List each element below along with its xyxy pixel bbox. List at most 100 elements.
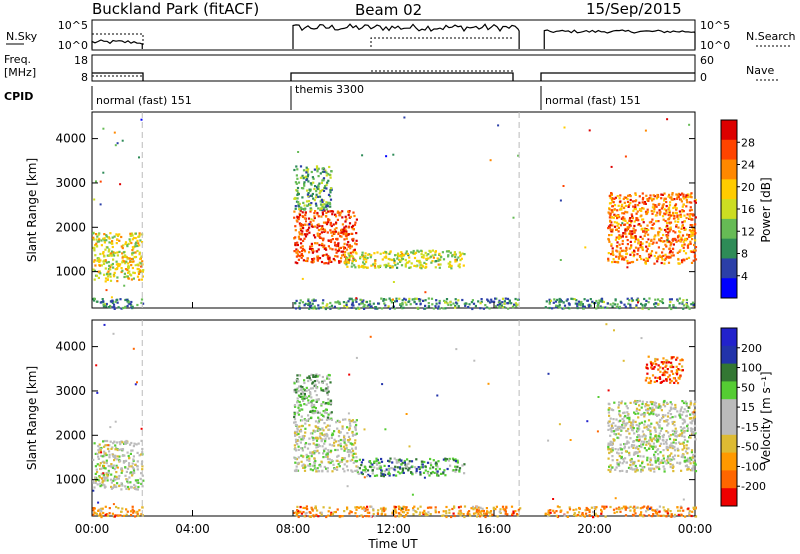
- scatter-pixel: [328, 195, 332, 198]
- scatter-pixel: [314, 385, 317, 388]
- noise-pixel: [134, 383, 137, 386]
- scatter-pixel: [620, 429, 623, 432]
- scatter-pixel: [349, 247, 352, 250]
- scatter-pixel: [647, 253, 651, 256]
- scatter-pixel: [309, 203, 312, 207]
- scatter-pixel: [405, 509, 408, 512]
- scatter-pixel: [339, 438, 342, 442]
- scatter-pixel: [640, 511, 643, 514]
- scatter-pixel: [295, 424, 298, 427]
- scatter-pixel: [366, 505, 369, 508]
- scatter-pixel: [321, 200, 324, 203]
- scatter-pixel: [295, 379, 298, 382]
- scatter-pixel: [626, 440, 629, 443]
- scatter-pixel: [619, 443, 622, 446]
- scatter-pixel: [313, 457, 316, 460]
- scatter-pixel: [612, 302, 615, 305]
- scatter-pixel: [468, 303, 471, 306]
- scatter-pixel: [323, 254, 326, 257]
- scatter-pixel: [668, 209, 671, 212]
- scatter-pixel: [109, 268, 112, 271]
- scatter-pixel: [657, 257, 660, 260]
- scatter-pixel: [685, 305, 688, 308]
- scatter-pixel: [129, 240, 132, 243]
- scatter-pixel: [409, 266, 412, 269]
- scatter-pixel: [476, 505, 479, 508]
- scatter-pixel: [312, 197, 315, 200]
- scatter-pixel: [645, 363, 649, 366]
- scatter-pixel: [616, 428, 620, 431]
- scatter-pixel: [336, 211, 339, 214]
- scatter-pixel: [93, 297, 96, 300]
- noise-pixel: [112, 503, 115, 506]
- scatter-pixel: [301, 395, 304, 398]
- scatter-pixel: [486, 510, 489, 513]
- scatter-pixel: [329, 191, 332, 194]
- scatter-pixel: [299, 209, 302, 212]
- scatter-pixel: [675, 430, 678, 433]
- scatter-pixel: [669, 250, 672, 253]
- scatter-pixel: [131, 449, 134, 452]
- scatter-pixel: [454, 255, 457, 258]
- scatter-pixel: [294, 457, 297, 460]
- scatter-pixel: [611, 209, 614, 212]
- scatter-pixel: [294, 225, 297, 228]
- scatter-pixel: [311, 258, 314, 261]
- noise-pixel: [310, 218, 313, 221]
- cpid-mode-label: normal (fast) 151: [545, 94, 641, 107]
- scatter-pixel: [404, 263, 407, 266]
- scatter-pixel: [678, 210, 681, 213]
- scatter-pixel: [642, 440, 646, 443]
- scatter-pixel: [344, 225, 348, 228]
- scatter-pixel: [618, 506, 621, 509]
- scatter-pixel: [653, 467, 656, 470]
- scatter-pixel: [107, 471, 110, 474]
- scatter-pixel: [664, 253, 667, 256]
- scatter-pixel: [96, 463, 99, 466]
- scatter-pixel: [687, 243, 690, 246]
- noise-pixel: [102, 127, 105, 130]
- scatter-pixel: [657, 364, 660, 367]
- scatter-pixel: [127, 277, 130, 280]
- scatter-pixel: [432, 459, 435, 462]
- scatter-pixel: [119, 514, 122, 517]
- scatter-pixel: [681, 209, 684, 212]
- scatter-pixel: [659, 212, 662, 215]
- scatter-pixel: [622, 411, 625, 415]
- scatter-pixel: [320, 404, 323, 407]
- scatter-pixel: [658, 444, 662, 447]
- scatter-pixel: [691, 224, 694, 227]
- scatter-pixel: [423, 261, 426, 264]
- scatter-pixel: [678, 412, 681, 415]
- scatter-pixel: [328, 377, 331, 380]
- scatter-pixel: [481, 510, 484, 513]
- scatter-pixel: [637, 434, 641, 437]
- scatter-pixel: [627, 441, 630, 444]
- scatter-pixel: [674, 231, 677, 234]
- scatter-pixel: [321, 227, 324, 230]
- scatter-pixel: [650, 364, 653, 367]
- scatter-pixel: [625, 248, 628, 251]
- scatter-pixel: [631, 217, 634, 220]
- scatter-pixel: [663, 371, 666, 374]
- scatter-pixel: [295, 468, 298, 471]
- scatter-pixel: [686, 201, 689, 204]
- scatter-pixel: [316, 242, 319, 245]
- scatter-pixel: [357, 264, 360, 267]
- scatter-pixel: [326, 172, 330, 176]
- scatter-pixel: [620, 455, 623, 458]
- scatter-pixel: [313, 215, 316, 218]
- scatter-pixel: [548, 513, 551, 517]
- scatter-pixel: [338, 301, 341, 304]
- scatter-pixel: [552, 509, 555, 512]
- scatter-pixel: [484, 304, 487, 307]
- scatter-pixel: [366, 266, 369, 269]
- scatter-pixel: [301, 435, 304, 438]
- scatter-pixel: [672, 247, 675, 251]
- scatter-pixel: [115, 441, 118, 444]
- scatter-pixel: [313, 225, 317, 228]
- scatter-pixel: [650, 438, 653, 441]
- scatter-pixel: [691, 419, 694, 423]
- scatter-pixel: [687, 459, 690, 462]
- noise-pixel: [638, 439, 641, 442]
